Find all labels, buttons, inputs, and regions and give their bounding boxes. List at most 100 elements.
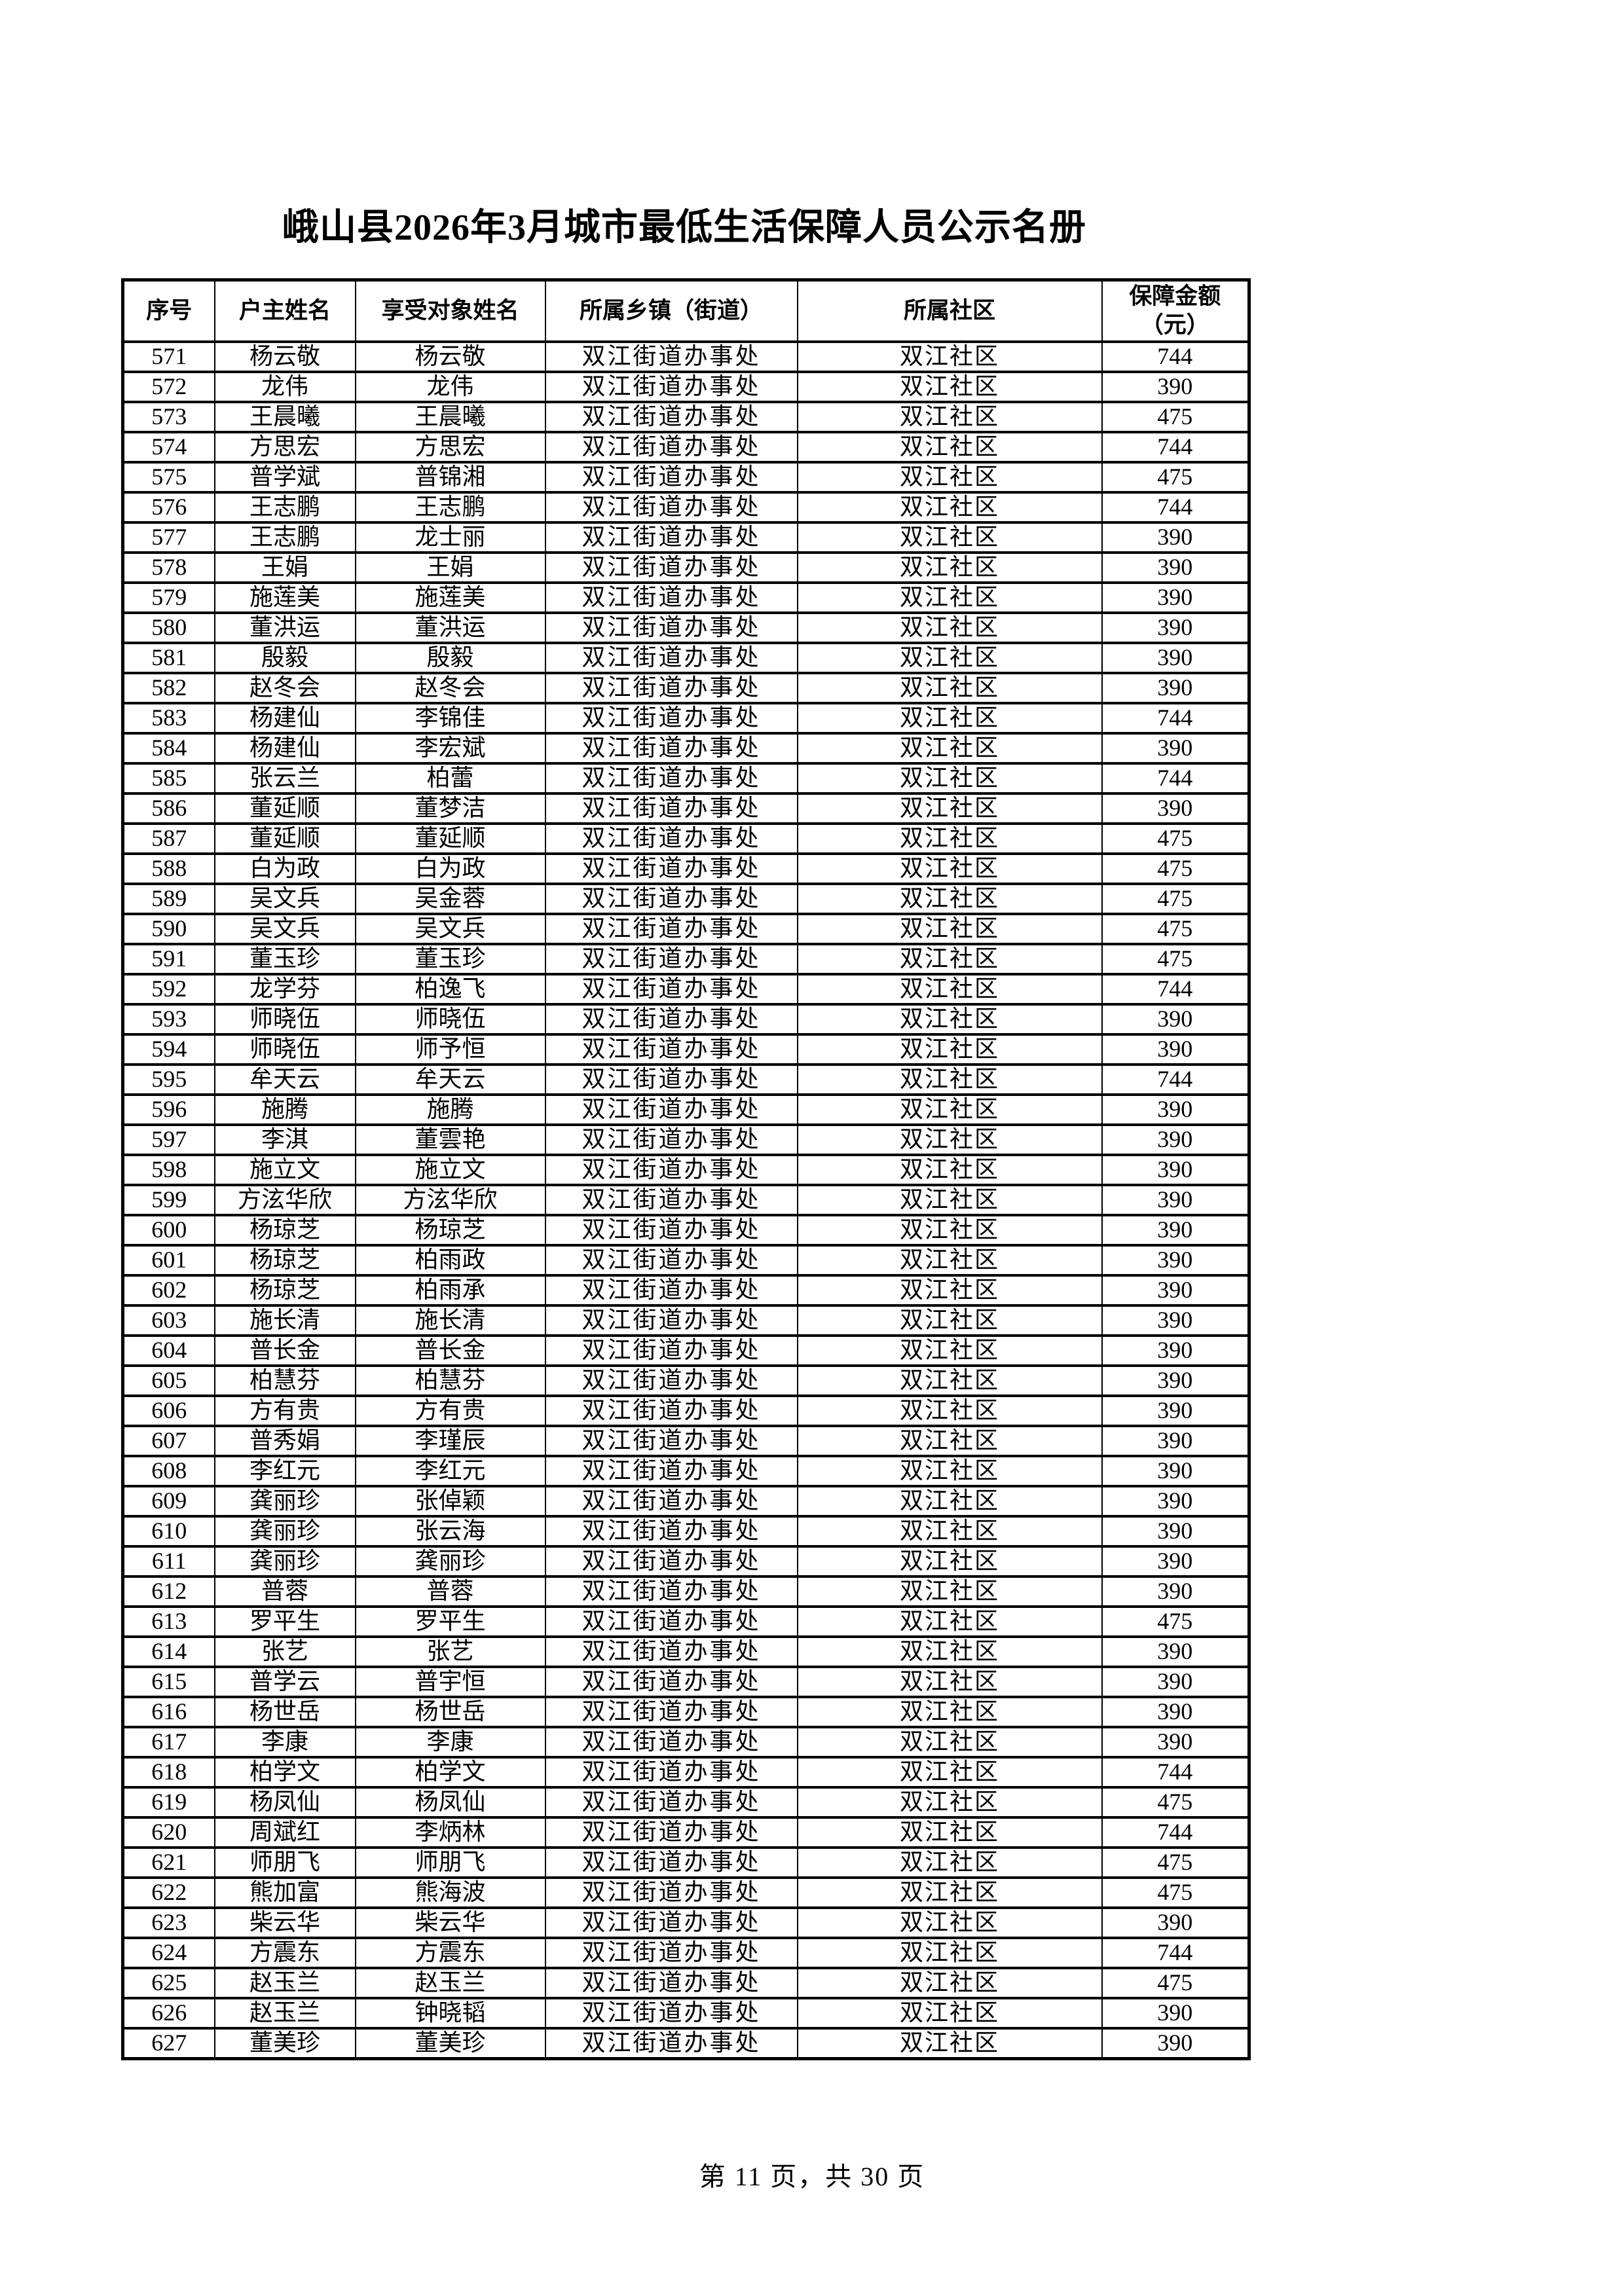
cell-community: 双江社区 (796, 1154, 1103, 1186)
cell-amount: 744 (1101, 702, 1250, 735)
cell-beneficiary: 张艺 (354, 1635, 546, 1668)
cell-township: 双江街道办事处 (544, 1364, 798, 1397)
cell-seq: 623 (122, 1906, 215, 1939)
cell-community: 双江社区 (796, 1334, 1103, 1367)
cell-community: 双江社区 (796, 1756, 1103, 1789)
cell-township: 双江街道办事处 (544, 1274, 798, 1307)
cell-township: 双江街道办事处 (544, 1033, 798, 1066)
cell-community: 双江社区 (796, 1214, 1103, 1247)
cell-amount: 390 (1101, 1425, 1250, 1457)
table-row: 598 施立文 施立文 双江街道办事处 双江社区 390 (122, 1154, 1250, 1186)
cell-township: 双江街道办事处 (544, 1876, 798, 1909)
table-row: 614 张艺 张艺 双江街道办事处 双江社区 390 (122, 1635, 1250, 1668)
cell-community: 双江社区 (796, 1846, 1103, 1879)
table-row: 617 李康 李康 双江街道办事处 双江社区 390 (122, 1726, 1250, 1758)
header-householder: 户主姓名 (213, 278, 356, 343)
table-row: 594 师晓伍 师予恒 双江街道办事处 双江社区 390 (122, 1033, 1250, 1066)
cell-amount: 390 (1101, 1696, 1250, 1728)
cell-community: 双江社区 (796, 431, 1103, 464)
cell-amount: 390 (1101, 1485, 1250, 1518)
cell-beneficiary: 赵玉兰 (354, 1967, 546, 1999)
cell-seq: 600 (122, 1214, 215, 1247)
cell-township: 双江街道办事处 (544, 1063, 798, 1096)
cell-seq: 612 (122, 1575, 215, 1608)
cell-community: 双江社区 (796, 883, 1103, 915)
header-township: 所属乡镇（街道） (544, 278, 798, 343)
table-row: 588 白为政 白为政 双江街道办事处 双江社区 475 (122, 852, 1250, 885)
cell-township: 双江街道办事处 (544, 551, 798, 584)
cell-householder: 熊加富 (213, 1876, 356, 1909)
table-row: 590 吴文兵 吴文兵 双江街道办事处 双江社区 475 (122, 913, 1250, 945)
table-row: 615 普学云 普宇恒 双江街道办事处 双江社区 390 (122, 1666, 1250, 1698)
cell-beneficiary: 李炳林 (354, 1816, 546, 1849)
cell-amount: 475 (1101, 913, 1250, 945)
table-body: 571 杨云敬 杨云敬 双江街道办事处 双江社区 744 572 龙伟 龙伟 双江街道办事处 双江社… (122, 340, 1250, 2060)
cell-beneficiary: 董延顺 (354, 822, 546, 855)
cell-beneficiary: 普锦湘 (354, 461, 546, 494)
cell-amount: 390 (1101, 1003, 1250, 1036)
cell-community: 双江社区 (796, 1244, 1103, 1277)
cell-township: 双江街道办事处 (544, 672, 798, 704)
cell-householder: 吴文兵 (213, 883, 356, 915)
cell-seq: 616 (122, 1696, 215, 1728)
cell-seq: 614 (122, 1635, 215, 1668)
cell-beneficiary: 杨云敬 (354, 340, 546, 373)
cell-householder: 施莲美 (213, 581, 356, 614)
cell-beneficiary: 董美珍 (354, 2027, 546, 2060)
cell-township: 双江街道办事处 (544, 1154, 798, 1186)
cell-township: 双江街道办事处 (544, 1756, 798, 1789)
cell-community: 双江社区 (796, 1906, 1103, 1939)
cell-township: 双江街道办事处 (544, 1455, 798, 1487)
cell-seq: 620 (122, 1816, 215, 1849)
cell-householder: 董洪运 (213, 611, 356, 644)
cell-township: 双江街道办事处 (544, 1485, 798, 1518)
cell-seq: 608 (122, 1455, 215, 1487)
table-row: 581 殷毅 殷毅 双江街道办事处 双江社区 390 (122, 642, 1250, 674)
cell-householder: 张云兰 (213, 762, 356, 795)
cell-community: 双江社区 (796, 1003, 1103, 1036)
cell-householder: 董延顺 (213, 792, 356, 825)
cell-seq: 609 (122, 1485, 215, 1518)
cell-seq: 585 (122, 762, 215, 795)
table-row: 595 牟天云 牟天云 双江街道办事处 双江社区 744 (122, 1063, 1250, 1096)
cell-seq: 622 (122, 1876, 215, 1909)
cell-amount: 390 (1101, 1455, 1250, 1487)
cell-seq: 627 (122, 2027, 215, 2060)
cell-seq: 599 (122, 1184, 215, 1216)
cell-seq: 597 (122, 1123, 215, 1156)
cell-community: 双江社区 (796, 1304, 1103, 1337)
cell-amount: 390 (1101, 611, 1250, 644)
table-row: 584 杨建仙 李宏斌 双江街道办事处 双江社区 390 (122, 732, 1250, 765)
cell-seq: 595 (122, 1063, 215, 1096)
cell-beneficiary: 李红元 (354, 1455, 546, 1487)
cell-seq: 624 (122, 1937, 215, 1969)
cell-householder: 杨凤仙 (213, 1786, 356, 1819)
cell-amount: 390 (1101, 551, 1250, 584)
cell-seq: 610 (122, 1515, 215, 1548)
cell-amount: 744 (1101, 1816, 1250, 1849)
cell-beneficiary: 龙伟 (354, 371, 546, 403)
table-row: 579 施莲美 施莲美 双江街道办事处 双江社区 390 (122, 581, 1250, 614)
cell-householder: 柏慧芬 (213, 1364, 356, 1397)
cell-amount: 744 (1101, 431, 1250, 464)
cell-amount: 390 (1101, 1123, 1250, 1156)
cell-township: 双江街道办事处 (544, 340, 798, 373)
cell-township: 双江街道办事处 (544, 792, 798, 825)
cell-householder: 杨琼芝 (213, 1274, 356, 1307)
page-footer: 第 11 页，共 30 页 (699, 2162, 925, 2191)
cell-beneficiary: 杨世岳 (354, 1696, 546, 1728)
cell-householder: 普秀娟 (213, 1425, 356, 1457)
cell-community: 双江社区 (796, 792, 1103, 825)
cell-householder: 张艺 (213, 1635, 356, 1668)
cell-seq: 606 (122, 1394, 215, 1427)
table-row: 573 王晨曦 王晨曦 双江街道办事处 双江社区 475 (122, 401, 1250, 433)
table-row: 593 师晓伍 师晓伍 双江街道办事处 双江社区 390 (122, 1003, 1250, 1036)
cell-township: 双江街道办事处 (544, 1093, 798, 1126)
table-row: 575 普学斌 普锦湘 双江街道办事处 双江社区 475 (122, 461, 1250, 494)
cell-township: 双江街道办事处 (544, 431, 798, 464)
cell-township: 双江街道办事处 (544, 732, 798, 765)
cell-seq: 578 (122, 551, 215, 584)
cell-amount: 390 (1101, 1997, 1250, 2030)
cell-amount: 475 (1101, 1605, 1250, 1638)
cell-township: 双江街道办事处 (544, 1244, 798, 1277)
